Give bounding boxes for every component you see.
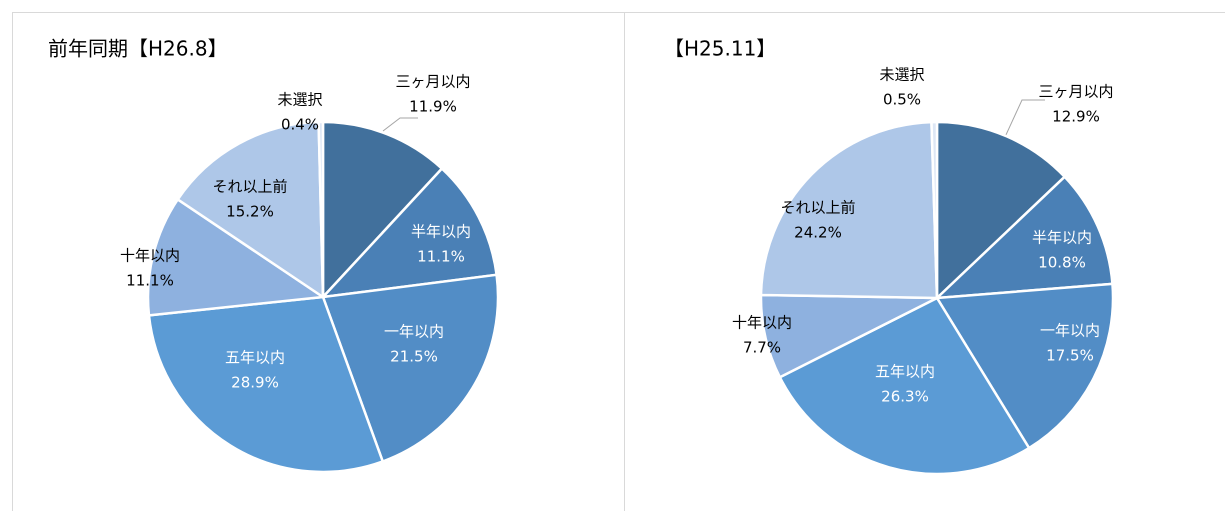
category-label: 三ヶ月以内	[1038, 83, 1113, 101]
category-label: 十年以内	[120, 247, 180, 265]
value-label: 11.9%	[409, 98, 457, 116]
value-label: 17.5%	[1046, 347, 1094, 365]
value-label: 21.5%	[390, 348, 438, 366]
category-label: 五年以内	[875, 363, 935, 381]
value-label: 26.3%	[881, 388, 929, 406]
value-label: 12.9%	[1052, 108, 1100, 126]
value-label: 7.7%	[743, 339, 781, 357]
value-label: 0.4%	[281, 116, 319, 134]
chart-title: 【H25.11】	[664, 37, 776, 61]
category-label: それ以上前	[212, 178, 287, 196]
category-label: 半年以内	[411, 223, 471, 241]
category-label: 十年以内	[732, 314, 792, 332]
category-label: 未選択	[277, 91, 322, 109]
value-label: 11.1%	[417, 248, 465, 266]
category-label: 一年以内	[1040, 322, 1100, 340]
chart-title: 前年同期【H26.8】	[48, 37, 228, 61]
category-label: 半年以内	[1032, 229, 1092, 247]
category-label: それ以上前	[780, 199, 855, 217]
category-label: 一年以内	[384, 323, 444, 341]
value-label: 15.2%	[226, 203, 274, 221]
category-label: 未選択	[879, 66, 924, 84]
category-label: 三ヶ月以内	[395, 73, 470, 91]
value-label: 24.2%	[794, 224, 842, 242]
value-label: 0.5%	[883, 91, 921, 109]
value-label: 28.9%	[231, 374, 279, 392]
value-label: 10.8%	[1038, 254, 1086, 272]
category-label: 五年以内	[225, 349, 285, 367]
value-label: 11.1%	[126, 272, 174, 290]
